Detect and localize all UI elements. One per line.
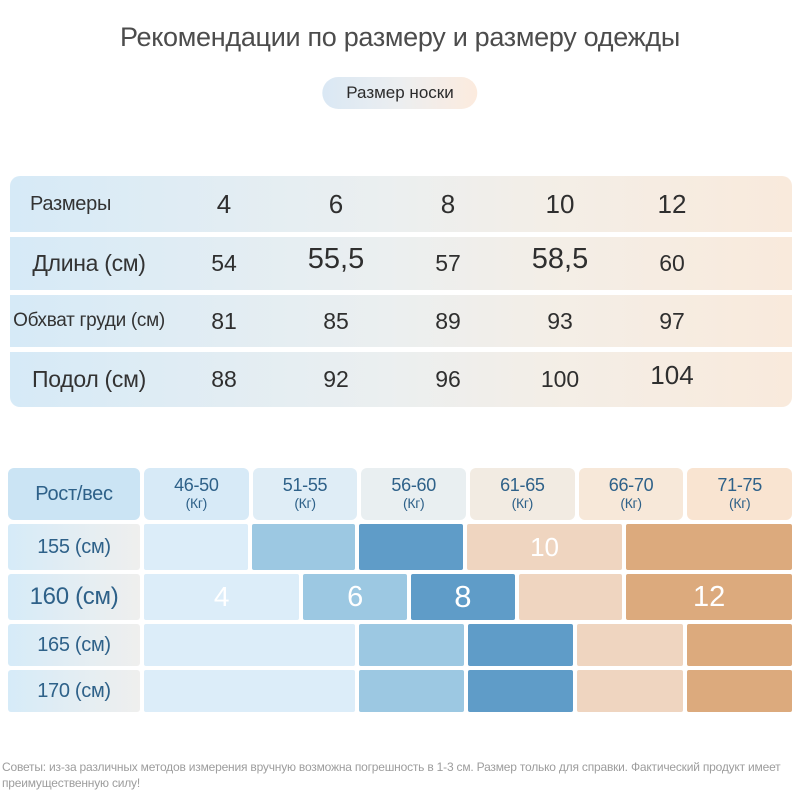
measurement-value: 55,5	[307, 243, 365, 275]
matrix-segment-size-6: 6	[303, 574, 408, 620]
matrix-header-row: Рост/вес 46-50 (Кг) 51-55 (Кг) 56-60 (Кг) 61-65…	[8, 468, 793, 520]
weight-range: 71-75	[717, 475, 762, 496]
matrix-segment	[577, 670, 683, 712]
weight-range: 61-65	[500, 475, 545, 496]
height-row: 160 (см) 4 6 8 12	[8, 574, 792, 620]
measurement-value: 57	[435, 250, 461, 276]
measurement-label: Обхват груди (см)	[13, 310, 165, 331]
size-column-header: 12	[657, 188, 687, 219]
matrix-size-label: 8	[454, 579, 472, 614]
measurement-label: Длина (см)	[32, 250, 146, 276]
weight-unit: (Кг)	[620, 495, 642, 512]
matrix-size-label: 12	[692, 580, 726, 613]
measurement-value: 81	[211, 307, 237, 334]
height-row-label: 155 (см)	[8, 524, 140, 570]
page-title: Рекомендации по размеру и размеру одежды	[120, 22, 680, 52]
matrix-segment-size-4: 4	[144, 574, 300, 620]
height-row: 170 (см)	[8, 670, 792, 712]
measurement-label: Подол (см)	[32, 366, 146, 392]
size-header-label: Размеры	[30, 192, 112, 215]
size-table-header-row: Размеры 4 6 8 10 12	[10, 176, 792, 232]
matrix-segment	[358, 624, 464, 666]
height-row-label: 165 (см)	[8, 624, 140, 666]
matrix-segment	[144, 624, 355, 666]
matrix-segment	[358, 670, 464, 712]
sock-size-badge: Размер носки	[322, 77, 478, 109]
weight-range: 56-60	[391, 475, 436, 496]
size-column-header: 4	[216, 188, 232, 219]
matrix-segment	[359, 524, 463, 570]
matrix-segment	[686, 624, 792, 666]
matrix-segment	[577, 624, 683, 666]
weight-range-header: 51-55 (Кг)	[252, 468, 358, 520]
matrix-segment	[626, 524, 792, 570]
measurement-value: 104	[650, 360, 694, 390]
weight-range-header: 61-65 (Кг)	[470, 468, 575, 520]
matrix-segment	[144, 524, 248, 570]
measurement-row: Обхват груди (см) 81 85 89 93 97	[10, 295, 792, 347]
weight-unit: (Кг)	[185, 495, 208, 512]
weight-unit: (Кг)	[294, 495, 316, 512]
measurement-value: 97	[659, 307, 685, 334]
footer-note: Советы: из-за различных методов измерени…	[2, 760, 781, 790]
weight-range-header: 46-50 (Кг)	[144, 468, 249, 520]
matrix-segment	[468, 624, 574, 666]
matrix-segment	[518, 574, 623, 620]
weight-range-header: 56-60 (Кг)	[361, 468, 467, 520]
measurement-row: Подол (см) 88 92 96 100 104	[10, 352, 792, 407]
measurement-value: 89	[435, 307, 461, 334]
measurement-value: 88	[211, 366, 237, 392]
measurement-value: 92	[323, 366, 349, 392]
size-column-header: 8	[440, 188, 456, 219]
height-row-label: 160 (см)	[8, 574, 140, 620]
height-row: 155 (см) 10	[8, 524, 792, 570]
size-column-header: 6	[328, 188, 344, 219]
matrix-size-label: 6	[347, 580, 364, 613]
measurement-value: 96	[435, 366, 461, 392]
size-column-header: 10	[545, 188, 575, 219]
measurement-value: 85	[323, 307, 349, 334]
weight-unit: (Кг)	[402, 495, 425, 512]
height-weight-matrix: Рост/вес 46-50 (Кг) 51-55 (Кг) 56-60 (Кг) 61-65…	[8, 468, 793, 712]
matrix-size-label: 10	[530, 531, 559, 562]
matrix-segment-size-8: 8	[411, 574, 515, 620]
height-row-label: 170 (см)	[8, 670, 140, 712]
height-row: 165 (см)	[8, 624, 792, 666]
weight-unit: (Кг)	[511, 495, 534, 512]
weight-range: 46-50	[174, 475, 219, 496]
matrix-segment-size-12: 12	[626, 574, 792, 620]
matrix-size-label: 4	[213, 581, 230, 612]
matrix-segment	[251, 524, 356, 570]
weight-range: 66-70	[608, 475, 654, 496]
measurement-value: 58,5	[531, 243, 589, 275]
matrix-segment	[686, 670, 792, 712]
matrix-corner-label: Рост/вес	[8, 468, 140, 520]
weight-range: 51-55	[282, 475, 328, 496]
measurement-row: Длина (см) 54 55,5 57 58,5 60	[10, 237, 792, 290]
matrix-segment-size-10: 10	[466, 524, 623, 570]
measurement-value: 93	[547, 307, 573, 334]
measurement-value: 60	[659, 250, 685, 276]
weight-range-header: 66-70 (Кг)	[578, 468, 684, 520]
weight-range-header: 71-75 (Кг)	[687, 468, 793, 520]
weight-unit: (Кг)	[729, 495, 751, 512]
matrix-segment	[468, 670, 574, 712]
measurement-value: 100	[540, 366, 580, 392]
measurement-value: 54	[211, 250, 237, 276]
matrix-segment	[144, 670, 355, 712]
size-table: Размеры 4 6 8 10 12 Длина (см) 54 55,5 57 58,5 60 Об…	[10, 176, 792, 407]
